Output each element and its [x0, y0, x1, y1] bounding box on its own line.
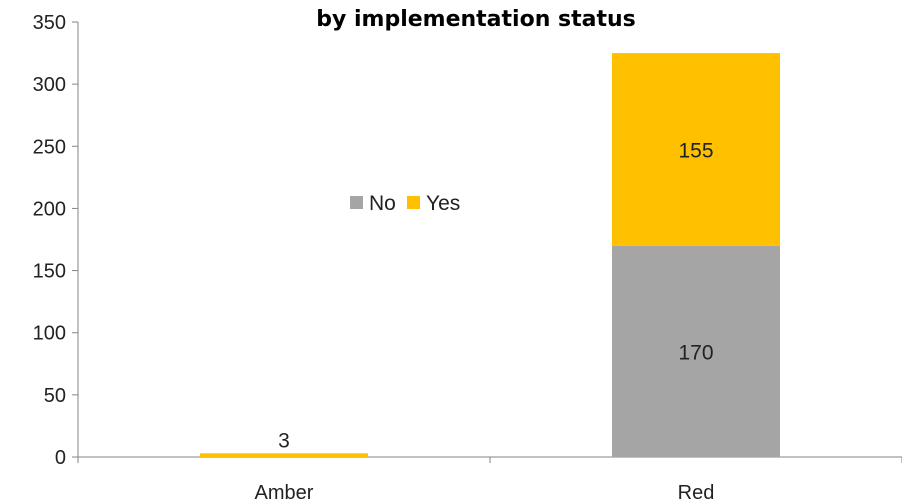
x-tick-label: Amber	[255, 482, 314, 503]
legend-label-no: No	[369, 192, 396, 215]
y-tick-label: 200	[33, 198, 66, 220]
y-tick-label: 0	[55, 447, 66, 469]
legend: No Yes	[350, 192, 460, 215]
data-labels: 3 170 155	[278, 139, 713, 452]
data-label-red-no: 170	[678, 341, 713, 364]
y-axis: 0 50 100 150 200 250 300 350	[33, 12, 79, 469]
bar-amber-yes	[200, 453, 368, 457]
data-label-amber-yes: 3	[278, 429, 290, 452]
y-tick-label: 300	[33, 74, 66, 96]
legend-swatch-yes	[407, 196, 420, 209]
legend-label-yes: Yes	[426, 192, 460, 215]
x-tick-label: Red	[678, 482, 715, 503]
legend-swatch-no	[350, 196, 363, 209]
y-tick-label: 50	[44, 385, 66, 407]
bar-red-yes	[612, 53, 780, 246]
y-tick-label: 350	[33, 12, 66, 34]
bars	[200, 53, 780, 457]
data-label-red-yes: 155	[678, 139, 713, 162]
chart-title: by implementation status	[316, 7, 636, 32]
y-tick-label: 250	[33, 136, 66, 158]
y-tick-label: 100	[33, 323, 66, 345]
bar-red-no	[612, 245, 780, 457]
x-axis: Amber Red	[77, 456, 902, 503]
y-tick-label: 150	[33, 261, 66, 283]
